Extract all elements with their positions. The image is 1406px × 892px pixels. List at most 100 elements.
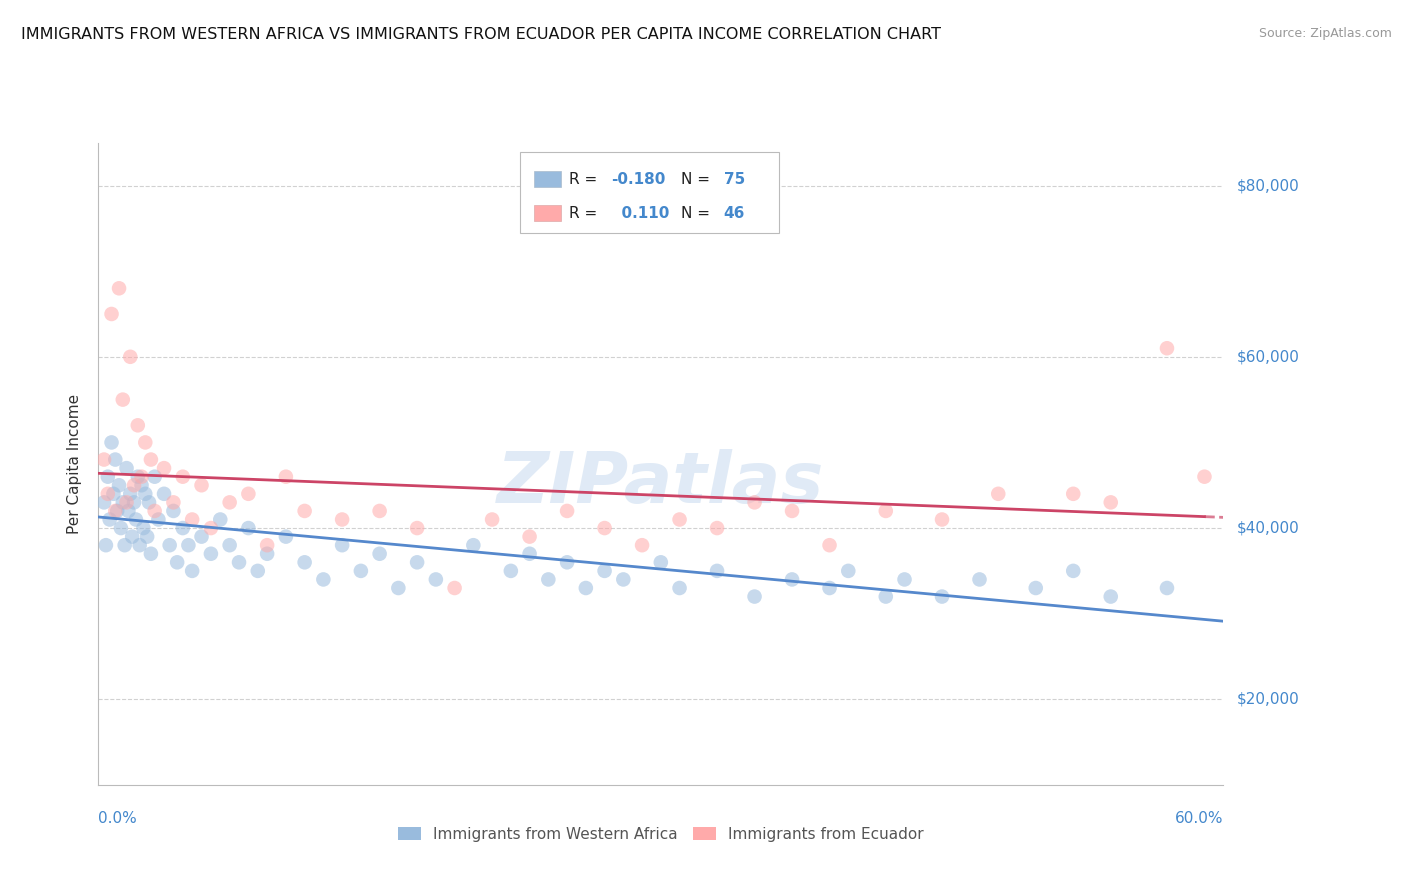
Point xyxy=(875,504,897,518)
Point xyxy=(481,512,503,526)
Point xyxy=(650,555,672,569)
Text: $40,000: $40,000 xyxy=(1237,521,1301,535)
Point xyxy=(706,521,728,535)
Point xyxy=(238,487,260,501)
Point xyxy=(330,512,353,526)
Point xyxy=(134,487,156,501)
Point xyxy=(166,555,188,569)
Text: 0.0%: 0.0% xyxy=(98,811,138,826)
Point xyxy=(818,581,841,595)
Point xyxy=(256,547,278,561)
Point xyxy=(181,512,204,526)
Point xyxy=(218,538,240,552)
Point xyxy=(120,487,142,501)
Point xyxy=(387,581,409,595)
Point xyxy=(294,504,316,518)
Point xyxy=(132,521,155,535)
Text: ZIPatlas: ZIPatlas xyxy=(498,449,824,517)
Point xyxy=(200,547,222,561)
Point xyxy=(519,547,541,561)
Text: 0.110: 0.110 xyxy=(612,206,669,220)
Point xyxy=(108,478,131,492)
Point xyxy=(744,590,766,604)
Point xyxy=(1099,495,1122,509)
Point xyxy=(218,495,240,509)
Point xyxy=(162,504,184,518)
FancyBboxPatch shape xyxy=(520,153,779,233)
Point xyxy=(350,564,373,578)
Point xyxy=(893,573,915,587)
Point xyxy=(744,495,766,509)
Point xyxy=(159,538,181,552)
Text: N =: N = xyxy=(681,206,714,220)
Point xyxy=(134,435,156,450)
Text: 60.0%: 60.0% xyxy=(1175,811,1223,826)
Point xyxy=(122,495,145,509)
Point xyxy=(120,350,142,364)
Point xyxy=(537,573,560,587)
Point xyxy=(631,538,654,552)
Point xyxy=(593,521,616,535)
Point xyxy=(555,504,578,518)
Point xyxy=(406,521,429,535)
Point xyxy=(209,512,232,526)
Point xyxy=(190,478,212,492)
Point xyxy=(122,478,145,492)
Point xyxy=(575,581,598,595)
Point xyxy=(246,564,269,578)
Point xyxy=(104,452,127,467)
Text: IMMIGRANTS FROM WESTERN AFRICA VS IMMIGRANTS FROM ECUADOR PER CAPITA INCOME CORR: IMMIGRANTS FROM WESTERN AFRICA VS IMMIGR… xyxy=(21,27,941,42)
Point xyxy=(110,521,132,535)
Point xyxy=(115,461,138,475)
Point xyxy=(139,547,162,561)
Point xyxy=(103,487,125,501)
Y-axis label: Per Capita Income: Per Capita Income xyxy=(67,393,83,534)
Point xyxy=(1099,590,1122,604)
Point xyxy=(780,504,803,518)
Text: N =: N = xyxy=(681,171,714,186)
Point xyxy=(108,281,131,295)
Point xyxy=(139,452,162,467)
Point xyxy=(94,538,117,552)
Point xyxy=(1025,581,1047,595)
Point xyxy=(706,564,728,578)
Point xyxy=(463,538,485,552)
Point xyxy=(97,469,120,483)
FancyBboxPatch shape xyxy=(534,171,561,187)
Point xyxy=(780,573,803,587)
Text: $60,000: $60,000 xyxy=(1237,350,1301,364)
Point xyxy=(97,487,120,501)
Point xyxy=(330,538,353,552)
Point xyxy=(519,530,541,544)
Point xyxy=(100,435,122,450)
Point xyxy=(593,564,616,578)
Point xyxy=(499,564,522,578)
Point xyxy=(312,573,335,587)
Point xyxy=(128,538,150,552)
Point xyxy=(931,512,953,526)
Point xyxy=(162,495,184,509)
Point xyxy=(406,555,429,569)
Text: R =: R = xyxy=(568,171,602,186)
Point xyxy=(555,555,578,569)
Text: 46: 46 xyxy=(724,206,745,220)
Point xyxy=(153,487,176,501)
FancyBboxPatch shape xyxy=(534,205,561,221)
Point xyxy=(115,495,138,509)
Point xyxy=(612,573,634,587)
Point xyxy=(443,581,465,595)
Point xyxy=(105,504,128,518)
Point xyxy=(138,495,160,509)
Point xyxy=(117,504,139,518)
Point xyxy=(274,530,297,544)
Point xyxy=(425,573,447,587)
Point xyxy=(127,418,149,433)
Point xyxy=(98,512,121,526)
Point xyxy=(172,469,194,483)
Point xyxy=(190,530,212,544)
Point xyxy=(100,307,122,321)
Point xyxy=(1062,487,1084,501)
Point xyxy=(111,495,134,509)
Point xyxy=(200,521,222,535)
Point xyxy=(136,530,159,544)
